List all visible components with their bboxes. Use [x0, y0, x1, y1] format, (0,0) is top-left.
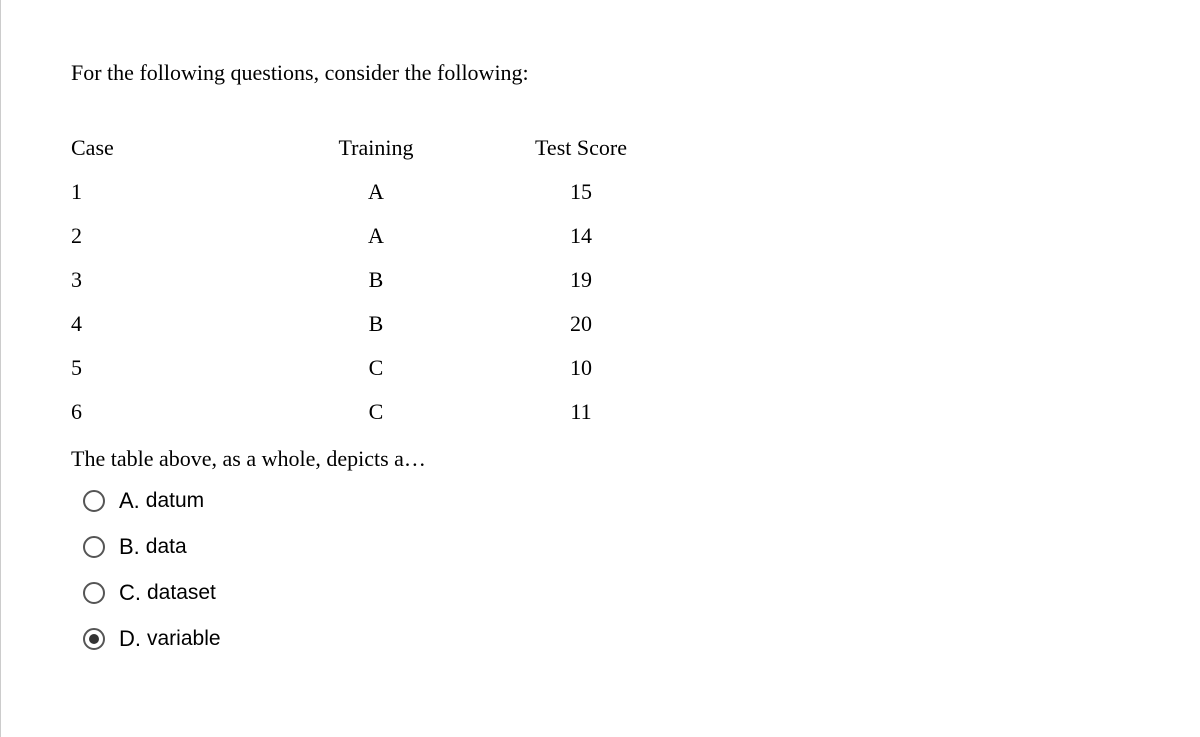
option-label: dataset: [147, 581, 216, 605]
cell-case: 1: [71, 179, 271, 205]
cell-score: 20: [481, 311, 681, 337]
radio-button[interactable]: [83, 490, 105, 512]
cell-training: A: [271, 179, 481, 205]
cell-training: B: [271, 311, 481, 337]
option-letter: C.: [119, 580, 141, 606]
option-letter: A.: [119, 488, 140, 514]
option-letter: D.: [119, 626, 141, 652]
table-row: 5 C 10: [71, 346, 1130, 390]
cell-score: 19: [481, 267, 681, 293]
question-text: The table above, as a whole, depicts a…: [71, 446, 1130, 472]
table-row: 1 A 15: [71, 170, 1130, 214]
cell-training: B: [271, 267, 481, 293]
option-letter: B.: [119, 534, 140, 560]
cell-case: 2: [71, 223, 271, 249]
cell-score: 11: [481, 399, 681, 425]
option-a[interactable]: A. datum: [83, 488, 1130, 514]
intro-text: For the following questions, consider th…: [71, 60, 1130, 86]
table-header-row: Case Training Test Score: [71, 126, 1130, 170]
table-row: 2 A 14: [71, 214, 1130, 258]
table-row: 3 B 19: [71, 258, 1130, 302]
cell-case: 3: [71, 267, 271, 293]
option-c[interactable]: C. dataset: [83, 580, 1130, 606]
header-training: Training: [271, 135, 481, 161]
option-label: variable: [147, 627, 221, 651]
option-label: datum: [146, 489, 204, 513]
cell-training: C: [271, 399, 481, 425]
radio-button[interactable]: [83, 582, 105, 604]
cell-score: 14: [481, 223, 681, 249]
table-row: 6 C 11: [71, 390, 1130, 434]
option-label: data: [146, 535, 187, 559]
cell-score: 15: [481, 179, 681, 205]
radio-button[interactable]: [83, 536, 105, 558]
cell-training: A: [271, 223, 481, 249]
header-score: Test Score: [481, 135, 681, 161]
cell-case: 4: [71, 311, 271, 337]
option-b[interactable]: B. data: [83, 534, 1130, 560]
option-d[interactable]: D. variable: [83, 626, 1130, 652]
table-row: 4 B 20: [71, 302, 1130, 346]
cell-case: 5: [71, 355, 271, 381]
data-table: Case Training Test Score 1 A 15 2 A 14 3…: [71, 126, 1130, 434]
header-case: Case: [71, 135, 271, 161]
radio-button[interactable]: [83, 628, 105, 650]
cell-case: 6: [71, 399, 271, 425]
cell-training: C: [271, 355, 481, 381]
cell-score: 10: [481, 355, 681, 381]
